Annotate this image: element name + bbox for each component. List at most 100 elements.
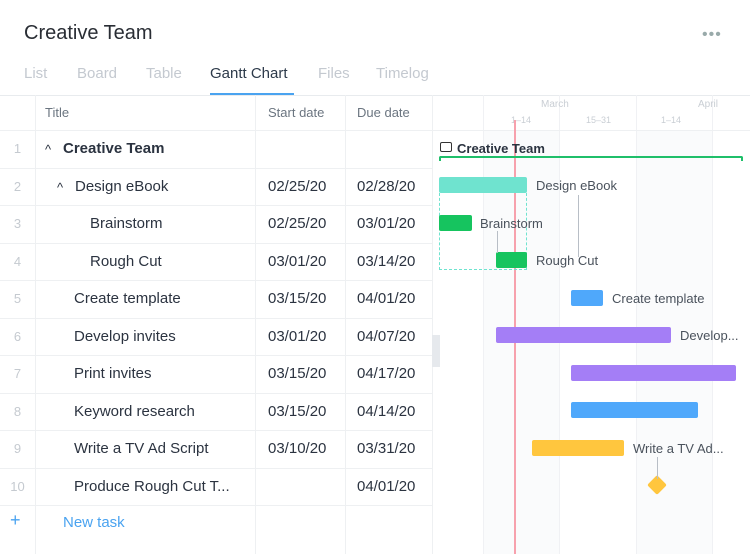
column-divider [255, 95, 256, 554]
gantt-bar[interactable] [439, 177, 527, 193]
task-title[interactable]: Brainstorm [90, 215, 163, 232]
gantt-bar[interactable] [571, 402, 698, 418]
gantt-bar-label: Design eBook [536, 178, 617, 193]
column-header[interactable]: Title [45, 105, 70, 120]
period-label: 1–14 [661, 115, 682, 125]
task-title[interactable]: Create template [74, 290, 181, 307]
due-date[interactable]: 03/01/20 [357, 215, 416, 232]
row-divider [0, 242, 432, 244]
column-header[interactable]: Due date [357, 105, 410, 120]
gantt-bar-label: Rough Cut [536, 253, 599, 268]
divider [0, 95, 750, 96]
column-divider [432, 95, 433, 554]
timeline-divider [636, 95, 637, 554]
task-title[interactable]: Keyword research [74, 402, 195, 420]
due-date[interactable]: 03/14/20 [357, 252, 416, 270]
dependency-arrow [497, 231, 498, 253]
task-title[interactable]: Creative Team [63, 140, 165, 157]
column-header[interactable]: Start date [268, 105, 325, 120]
gantt-bar[interactable] [532, 440, 624, 456]
task-title[interactable]: Write a TV Ad Script [74, 440, 209, 457]
tab-files[interactable]: Files [318, 65, 350, 82]
timeline-divider [559, 95, 560, 554]
tab-table[interactable]: Table [146, 65, 182, 82]
timeline-header-divider [432, 130, 750, 131]
row-number: 2 [13, 178, 22, 194]
dependency-arrow [657, 457, 658, 479]
period-label: 1–14 [511, 115, 532, 125]
row-number: 6 [13, 328, 22, 344]
dependency-arrow [578, 195, 579, 257]
due-date[interactable]: 04/01/20 [357, 477, 416, 495]
task-title[interactable]: Print invites [74, 365, 152, 382]
tab-gantt-chart[interactable]: Gantt Chart [210, 65, 288, 82]
start-date[interactable]: 03/15/20 [268, 290, 327, 307]
collapse-chevron-icon[interactable]: ^ [57, 179, 64, 195]
row-number: 3 [13, 216, 22, 231]
due-date[interactable]: 04/14/20 [357, 402, 416, 420]
row-divider [0, 392, 432, 394]
row-divider [0, 467, 432, 469]
gantt-bar[interactable] [439, 215, 472, 231]
start-date[interactable]: 03/15/20 [268, 402, 327, 420]
subtask-group-outline [439, 193, 527, 270]
gantt-bar[interactable] [496, 252, 527, 268]
row-divider [0, 355, 432, 356]
row-number: 5 [13, 291, 22, 306]
task-title[interactable]: Produce Rough Cut T... [74, 477, 230, 495]
start-date[interactable]: 02/25/20 [268, 177, 327, 195]
start-date[interactable]: 02/25/20 [268, 215, 327, 232]
row-divider [0, 280, 432, 281]
tab-list[interactable]: List [24, 65, 48, 82]
add-task-plus-icon[interactable]: + [10, 510, 21, 530]
row-number: 10 [10, 478, 25, 494]
month-label: April [698, 99, 719, 110]
header-divider [0, 130, 432, 131]
group-label: Creative Team [457, 141, 545, 156]
new-task-button[interactable]: New task [63, 514, 125, 531]
due-date[interactable]: 04/07/20 [357, 327, 416, 345]
gantt-bar-label: Write a TV Ad... [633, 441, 724, 456]
task-title[interactable]: Design eBook [75, 177, 169, 195]
task-title[interactable]: Develop invites [74, 327, 176, 345]
ellipsis-icon[interactable]: ••• [702, 26, 722, 43]
timeline-divider [483, 95, 484, 554]
gantt-bar[interactable] [496, 327, 671, 343]
due-date[interactable]: 02/28/20 [357, 177, 416, 195]
panel-resize-handle[interactable] [432, 335, 440, 367]
page-title: Creative Team [24, 22, 153, 44]
collapse-chevron-icon[interactable]: ^ [45, 142, 52, 157]
gantt-bar-label: Create template [612, 291, 705, 306]
gantt-bar[interactable] [571, 290, 603, 306]
due-date[interactable]: 03/31/20 [357, 440, 416, 457]
due-date[interactable]: 04/01/20 [357, 290, 416, 307]
tab-timelog[interactable]: Timelog [376, 65, 429, 82]
row-number: 1 [13, 141, 22, 156]
column-divider [345, 95, 346, 554]
month-label: March [541, 99, 569, 110]
period-label: 15–31 [586, 115, 612, 125]
tab-board[interactable]: Board [77, 65, 118, 82]
row-number: 4 [13, 253, 22, 269]
row-number: 7 [13, 366, 22, 381]
start-date[interactable]: 03/01/20 [268, 252, 327, 270]
active-tab-indicator [210, 93, 294, 95]
start-date[interactable]: 03/15/20 [268, 365, 327, 382]
start-date[interactable]: 03/10/20 [268, 440, 327, 457]
timeline-divider [712, 95, 713, 554]
row-number: 9 [13, 441, 22, 456]
row-divider [0, 430, 432, 431]
folder-icon [440, 142, 452, 152]
column-divider [35, 95, 36, 554]
group-summary-bar [439, 156, 743, 161]
row-divider [0, 205, 432, 206]
row-divider [0, 167, 432, 169]
gantt-bar-label: Develop... [680, 328, 739, 343]
start-date[interactable]: 03/01/20 [268, 327, 327, 345]
gantt-bar-label: Brainstorm [480, 216, 543, 231]
gantt-bar[interactable] [571, 365, 736, 381]
task-title[interactable]: Rough Cut [90, 252, 162, 270]
row-number: 8 [13, 403, 22, 419]
due-date[interactable]: 04/17/20 [357, 365, 416, 382]
row-divider [0, 317, 432, 319]
